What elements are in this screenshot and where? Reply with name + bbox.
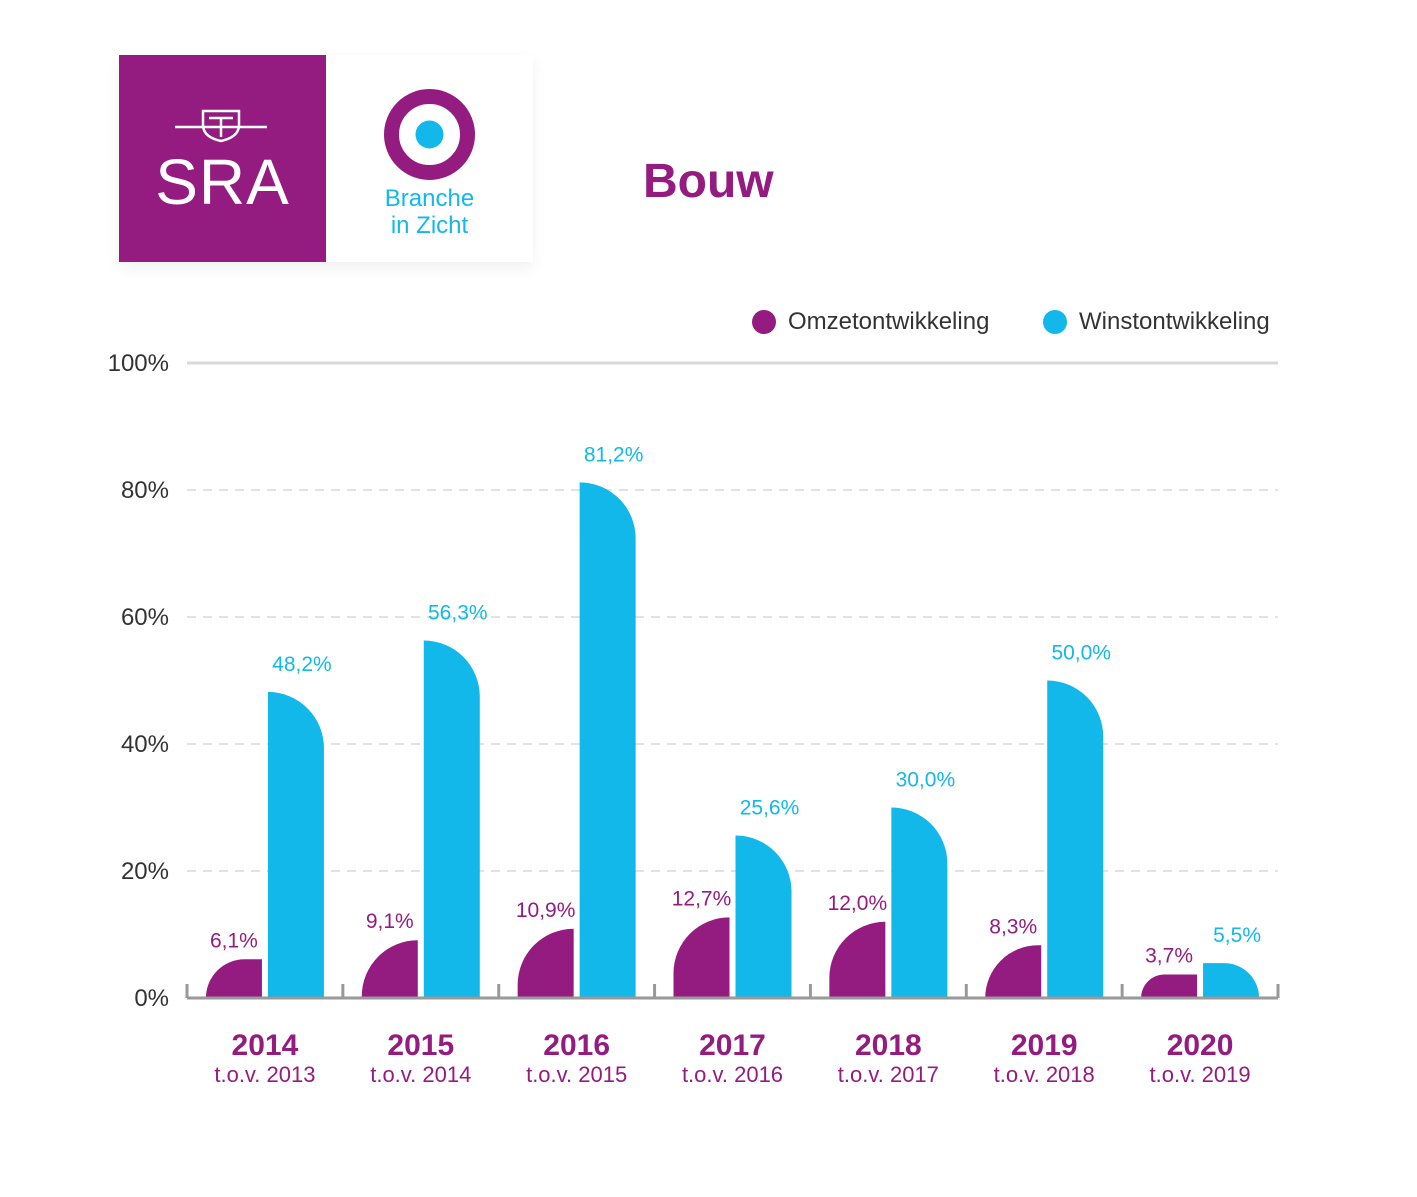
value-label-winst: 81,2% xyxy=(584,443,644,466)
value-label-winst: 48,2% xyxy=(272,653,332,676)
y-tick-label: 60% xyxy=(121,604,169,631)
y-tick-label: 80% xyxy=(121,477,169,504)
value-label-omzet: 8,3% xyxy=(989,915,1037,938)
bar-omzet xyxy=(985,945,1042,998)
legend-label-omzet: Omzetontwikkeling xyxy=(788,308,990,335)
value-label-winst: 50,0% xyxy=(1051,642,1111,665)
value-label-omzet: 3,7% xyxy=(1145,945,1193,968)
sra-logo: SRA xyxy=(119,55,326,262)
bar-winst xyxy=(735,835,792,998)
value-label-omzet: 10,9% xyxy=(516,899,576,922)
bar-winst xyxy=(579,482,636,998)
biz-line-2: in Zicht xyxy=(390,212,469,239)
value-label-winst: 25,6% xyxy=(740,796,800,819)
x-category-sublabel: t.o.v. 2019 xyxy=(1150,1062,1251,1087)
value-label-winst: 56,3% xyxy=(428,601,488,624)
bar-winst xyxy=(267,691,324,998)
y-tick-label: 100% xyxy=(108,350,169,377)
x-category-label: 2019 xyxy=(1011,1029,1078,1062)
branche-in-zicht-text: Branche in Zicht xyxy=(326,185,533,239)
bar-omzet xyxy=(1141,974,1198,998)
x-category-sublabel: t.o.v. 2018 xyxy=(994,1062,1095,1087)
value-label-omzet: 12,7% xyxy=(672,887,732,910)
value-label-omzet: 9,1% xyxy=(366,910,414,933)
legend-item-omzet: Omzetontwikkeling xyxy=(752,308,989,336)
logo-card: SRA Branche in Zicht xyxy=(119,55,533,262)
bar-winst xyxy=(423,640,480,998)
x-category-label: 2018 xyxy=(855,1029,922,1062)
x-category-sublabel: t.o.v. 2015 xyxy=(526,1062,627,1087)
biz-line-1: Branche xyxy=(384,185,475,212)
y-tick-label: 0% xyxy=(134,985,169,1012)
page-title: Bouw xyxy=(643,155,774,208)
x-category-sublabel: t.o.v. 2017 xyxy=(838,1062,939,1087)
shield-icon xyxy=(175,109,267,143)
y-tick-label: 20% xyxy=(121,858,169,885)
value-label-omzet: 6,1% xyxy=(210,929,258,952)
y-tick-label: 40% xyxy=(121,731,169,758)
x-category-label: 2015 xyxy=(387,1029,454,1062)
value-label-omzet: 12,0% xyxy=(828,892,888,915)
bar-omzet xyxy=(829,921,886,998)
x-category-sublabel: t.o.v. 2016 xyxy=(682,1062,783,1087)
x-category-label: 2020 xyxy=(1167,1029,1234,1062)
x-category-label: 2017 xyxy=(699,1029,766,1062)
bar-winst xyxy=(1203,963,1260,998)
value-label-winst: 5,5% xyxy=(1213,924,1261,947)
sra-logo-text: SRA xyxy=(155,146,290,218)
x-category-label: 2014 xyxy=(232,1029,299,1062)
bar-omzet xyxy=(205,959,262,998)
target-icon xyxy=(384,89,475,180)
bar-winst xyxy=(1047,680,1104,998)
legend-dot-winst xyxy=(1043,310,1067,334)
bar-omzet xyxy=(361,940,418,998)
value-label-winst: 30,0% xyxy=(896,769,956,792)
bar-omzet xyxy=(673,917,730,998)
x-category-sublabel: t.o.v. 2014 xyxy=(370,1062,471,1087)
x-category-sublabel: t.o.v. 2013 xyxy=(214,1062,315,1087)
x-category-label: 2016 xyxy=(543,1029,610,1062)
bar-omzet xyxy=(517,928,574,998)
legend-label-winst: Winstontwikkeling xyxy=(1079,308,1270,335)
legend-dot-omzet xyxy=(752,310,776,334)
branche-in-zicht-logo: Branche in Zicht xyxy=(326,55,533,262)
legend-item-winst: Winstontwikkeling xyxy=(1043,308,1270,336)
bar-winst xyxy=(891,807,948,998)
